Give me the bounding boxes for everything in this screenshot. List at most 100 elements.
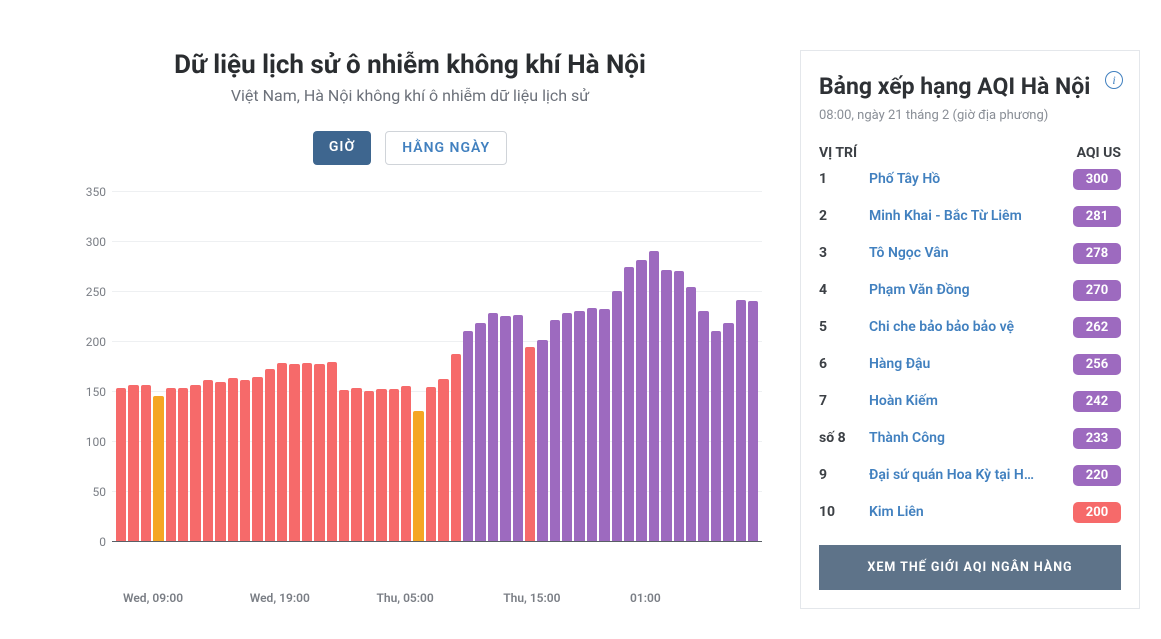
rank-location-link[interactable]: Hàng Đậu xyxy=(869,356,1073,372)
time-tabs: GIỜ HẰNG NGÀY xyxy=(40,131,780,165)
page-title: Dữ liệu lịch sử ô nhiễm không khí Hà Nội xyxy=(40,50,780,80)
ranking-row: 4Phạm Văn Đồng270 xyxy=(819,272,1121,309)
aqi-bar[interactable] xyxy=(463,331,473,541)
aqi-bar[interactable] xyxy=(190,385,200,541)
aqi-bar[interactable] xyxy=(562,313,572,541)
rank-location-link[interactable]: Tô Ngọc Vân xyxy=(869,245,1073,261)
aqi-bar[interactable] xyxy=(265,369,275,541)
aqi-bar[interactable] xyxy=(413,411,423,541)
rank-position: 7 xyxy=(819,393,869,409)
aqi-bar[interactable] xyxy=(314,364,324,541)
aqi-bar[interactable] xyxy=(203,380,213,541)
aqi-bar[interactable] xyxy=(748,301,758,541)
info-icon[interactable]: i xyxy=(1105,71,1123,89)
aqi-bar[interactable] xyxy=(302,363,312,541)
y-axis-label: 100 xyxy=(70,435,106,449)
tab-hour[interactable]: GIỜ xyxy=(313,131,371,165)
rank-aqi-badge: 200 xyxy=(1073,502,1121,523)
aqi-bar[interactable] xyxy=(587,308,597,541)
aqi-bar[interactable] xyxy=(228,378,238,541)
view-world-button[interactable]: XEM THẾ GIỚI AQI NGÂN HÀNG xyxy=(819,545,1121,590)
ranking-row: số 8Thành Công233 xyxy=(819,420,1121,457)
aqi-bar[interactable] xyxy=(649,251,659,541)
aqi-bar[interactable] xyxy=(128,385,138,541)
rank-position: 10 xyxy=(819,504,869,520)
aqi-bar[interactable] xyxy=(166,388,176,541)
aqi-bar[interactable] xyxy=(364,391,374,541)
rank-location-link[interactable]: Hoàn Kiếm xyxy=(869,393,1073,409)
ranking-row: 5Chi che bảo bảo bảo vệ262 xyxy=(819,309,1121,346)
aqi-bar[interactable] xyxy=(550,320,560,541)
aqi-bar[interactable] xyxy=(215,382,225,541)
aqi-bar[interactable] xyxy=(661,270,671,541)
aqi-bar[interactable] xyxy=(178,388,188,541)
aqi-bar[interactable] xyxy=(500,316,510,541)
aqi-bar[interactable] xyxy=(339,390,349,541)
tab-daily[interactable]: HẰNG NGÀY xyxy=(385,131,507,165)
aqi-bar[interactable] xyxy=(240,380,250,541)
aqi-bar[interactable] xyxy=(153,396,163,541)
rank-position: số 8 xyxy=(819,430,869,446)
y-axis-label: 200 xyxy=(70,335,106,349)
rank-location-link[interactable]: Đại sứ quán Hoa Kỳ tại H… xyxy=(869,467,1073,483)
rank-position: 2 xyxy=(819,208,869,224)
aqi-bar[interactable] xyxy=(389,389,399,541)
aqi-bar[interactable] xyxy=(289,364,299,541)
rank-aqi-badge: 278 xyxy=(1073,243,1121,264)
rank-location-link[interactable]: Minh Khai - Bắc Từ Liêm xyxy=(869,208,1073,224)
aqi-bar[interactable] xyxy=(327,362,337,541)
rank-position: 9 xyxy=(819,467,869,483)
aqi-bar[interactable] xyxy=(723,323,733,541)
rank-location-link[interactable]: Thành Công xyxy=(869,430,1073,446)
page-subtitle: Việt Nam, Hà Nội không khí ô nhiễm dữ li… xyxy=(40,86,780,105)
panel-title: Bảng xếp hạng AQI Hà Nội xyxy=(819,73,1121,102)
aqi-bar[interactable] xyxy=(537,340,547,541)
aqi-bar[interactable] xyxy=(698,311,708,541)
rank-aqi-badge: 242 xyxy=(1073,391,1121,412)
aqi-bar[interactable] xyxy=(674,271,684,541)
ranking-row: 9Đại sứ quán Hoa Kỳ tại H…220 xyxy=(819,457,1121,494)
x-axis-label: Wed, 09:00 xyxy=(123,591,183,605)
aqi-bar[interactable] xyxy=(252,377,262,541)
aqi-bar[interactable] xyxy=(736,300,746,541)
y-axis-label: 250 xyxy=(70,285,106,299)
aqi-bar[interactable] xyxy=(141,385,151,541)
rank-aqi-badge: 270 xyxy=(1073,280,1121,301)
rank-location-link[interactable]: Chi che bảo bảo bảo vệ xyxy=(869,319,1073,335)
x-axis-label: Thu, 05:00 xyxy=(377,591,434,605)
aqi-bar[interactable] xyxy=(116,388,126,541)
rank-location-link[interactable]: Kim Liên xyxy=(869,504,1073,520)
aqi-bar[interactable] xyxy=(624,267,634,541)
ranking-row: 7Hoàn Kiếm242 xyxy=(819,383,1121,420)
y-axis-label: 350 xyxy=(70,185,106,199)
aqi-bar[interactable] xyxy=(686,287,696,541)
aqi-bar[interactable] xyxy=(438,379,448,541)
aqi-bar[interactable] xyxy=(401,386,411,541)
rank-aqi-badge: 281 xyxy=(1073,206,1121,227)
aqi-bar[interactable] xyxy=(277,363,287,541)
aqi-bar[interactable] xyxy=(488,313,498,541)
aqi-bar[interactable] xyxy=(612,291,622,541)
aqi-bar[interactable] xyxy=(475,323,485,541)
aqi-bar[interactable] xyxy=(711,331,721,541)
y-axis-label: 300 xyxy=(70,235,106,249)
rank-location-link[interactable]: Phố Tây Hồ xyxy=(869,171,1073,187)
aqi-bar[interactable] xyxy=(351,388,361,541)
rank-position: 6 xyxy=(819,356,869,372)
aqi-bar[interactable] xyxy=(599,309,609,541)
header-position: VỊ TRÍ xyxy=(819,145,869,161)
aqi-bar[interactable] xyxy=(426,387,436,541)
aqi-bar[interactable] xyxy=(574,311,584,541)
rank-location-link[interactable]: Phạm Văn Đồng xyxy=(869,282,1073,298)
rank-position: 4 xyxy=(819,282,869,298)
rank-aqi-badge: 220 xyxy=(1073,465,1121,486)
ranking-row: 6Hàng Đậu256 xyxy=(819,346,1121,383)
aqi-bar[interactable] xyxy=(376,389,386,541)
aqi-bar[interactable] xyxy=(636,260,646,541)
aqi-bar[interactable] xyxy=(513,315,523,541)
rank-position: 1 xyxy=(819,171,869,187)
rank-aqi-badge: 256 xyxy=(1073,354,1121,375)
aqi-bar[interactable] xyxy=(451,354,461,541)
aqi-bar[interactable] xyxy=(525,347,535,541)
ranking-row: 1Phố Tây Hồ300 xyxy=(819,161,1121,198)
